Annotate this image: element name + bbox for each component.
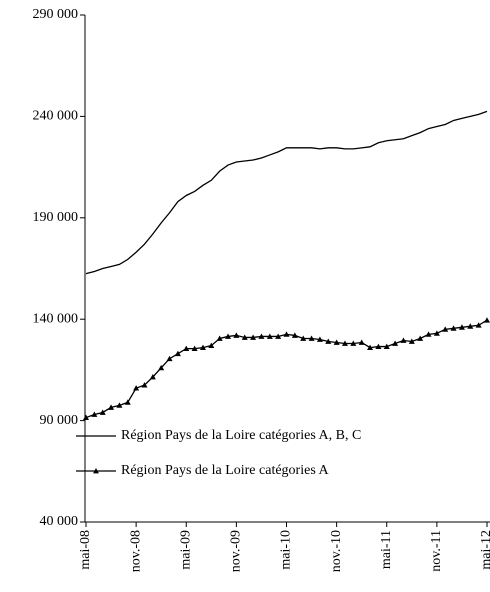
- marker: [425, 331, 432, 337]
- marker: [208, 342, 215, 348]
- marker: [149, 373, 156, 380]
- marker: [275, 333, 282, 339]
- marker: [442, 326, 449, 332]
- marker: [216, 335, 223, 341]
- marker: [417, 335, 424, 341]
- marker: [325, 338, 332, 344]
- x-tick-label: nov.-09: [229, 530, 244, 572]
- marker: [158, 364, 165, 371]
- marker: [316, 336, 323, 342]
- x-tick-label: mai-09: [178, 530, 193, 570]
- x-tick-label: mai-12: [479, 530, 490, 570]
- marker: [124, 399, 131, 405]
- marker: [467, 323, 474, 329]
- y-tick-label: 240 000: [33, 109, 79, 124]
- marker: [183, 345, 190, 352]
- x-tick-label: nov.-08: [128, 530, 143, 572]
- marker: [83, 414, 89, 420]
- marker: [375, 343, 382, 349]
- series-line: [85, 110, 488, 275]
- marker: [458, 324, 465, 330]
- marker: [108, 404, 115, 410]
- marker: [191, 345, 198, 352]
- marker: [225, 333, 232, 339]
- x-tick-label: mai-08: [78, 530, 93, 570]
- y-tick-label: 140 000: [33, 311, 79, 326]
- marker: [174, 350, 181, 357]
- legend-bg: [116, 424, 416, 448]
- marker: [258, 333, 265, 339]
- legend-marker: [93, 468, 99, 474]
- legend-bg: [116, 459, 416, 483]
- marker: [450, 325, 457, 331]
- y-tick-label: 190 000: [33, 210, 79, 225]
- y-tick-label: 40 000: [40, 514, 79, 529]
- x-tick-label: nov.-10: [329, 530, 344, 572]
- marker: [233, 332, 240, 338]
- marker: [333, 339, 340, 345]
- marker: [475, 322, 482, 328]
- x-tick-label: mai-10: [279, 530, 294, 570]
- marker: [266, 333, 273, 339]
- marker: [358, 339, 365, 345]
- marker: [433, 330, 440, 336]
- marker: [166, 355, 173, 362]
- y-tick-label: 90 000: [40, 413, 79, 428]
- marker: [133, 385, 140, 391]
- marker: [383, 343, 390, 349]
- marker: [350, 340, 357, 346]
- marker: [400, 337, 407, 343]
- marker: [116, 402, 123, 408]
- legend-label: Région Pays de la Loire catégories A: [121, 463, 329, 478]
- marker: [250, 334, 257, 340]
- marker: [408, 338, 415, 344]
- legend-label: Région Pays de la Loire catégories A, B,…: [121, 428, 361, 443]
- x-tick-label: nov.-11: [429, 530, 444, 572]
- marker: [283, 331, 290, 337]
- marker: [99, 409, 106, 415]
- marker: [392, 340, 399, 346]
- marker: [91, 411, 98, 417]
- marker: [341, 340, 348, 346]
- marker: [484, 317, 490, 323]
- marker: [199, 344, 206, 350]
- y-tick-label: 290 000: [33, 7, 79, 22]
- marker: [300, 335, 307, 341]
- marker: [367, 344, 374, 350]
- marker: [141, 382, 148, 388]
- marker: [308, 335, 315, 341]
- marker: [241, 334, 248, 340]
- x-tick-label: mai-11: [379, 530, 394, 569]
- marker: [291, 332, 298, 338]
